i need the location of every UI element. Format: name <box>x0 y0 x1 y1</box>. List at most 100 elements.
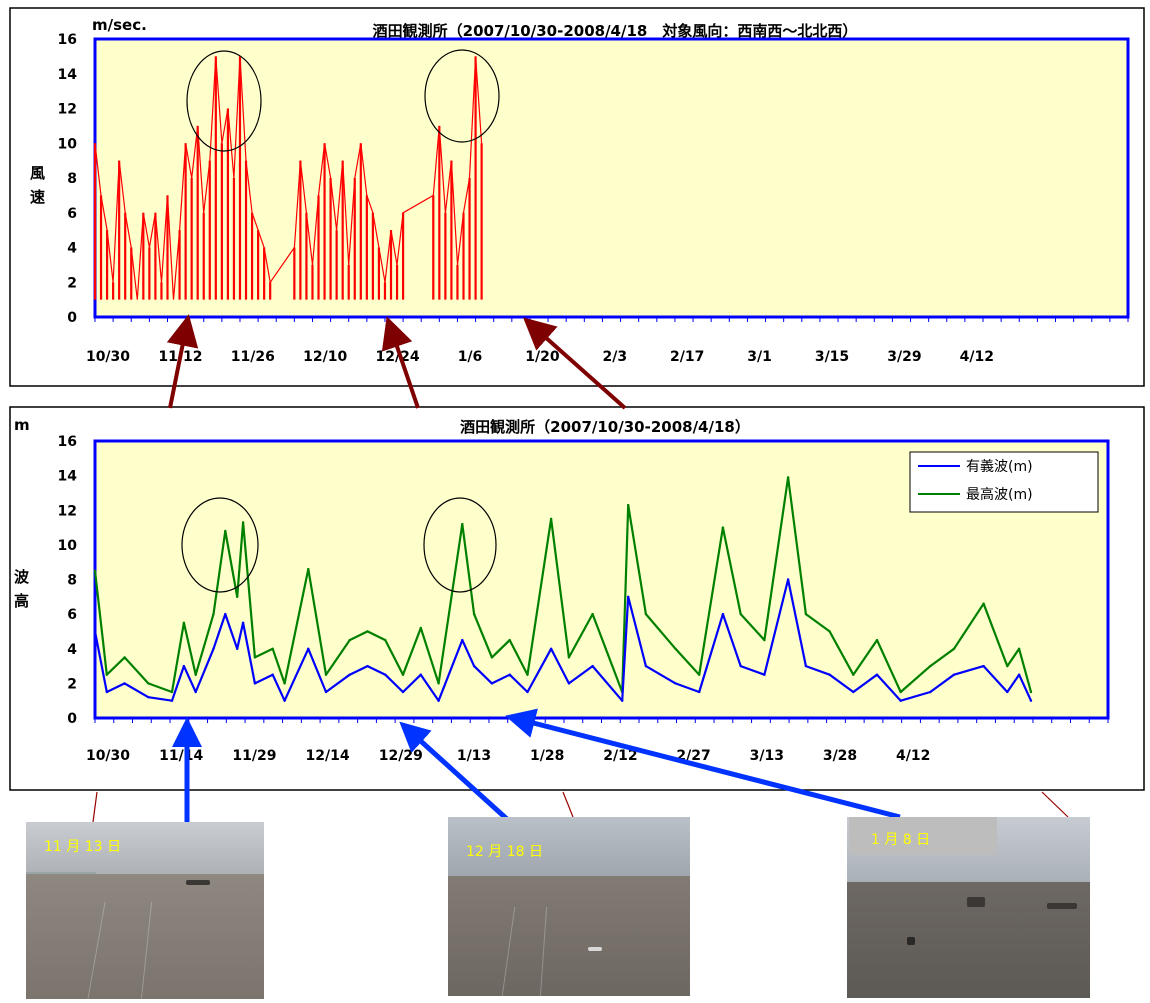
wave-x-tick-label: 12/29 <box>379 748 423 764</box>
wave-significant-line-point <box>852 690 855 694</box>
wave-x-tick-label: 11/29 <box>232 748 276 764</box>
blue-arrows <box>172 708 901 822</box>
wind-highlight-circle-november <box>186 50 262 152</box>
wave-y-tick-label: 14 <box>58 469 78 485</box>
wave-max-line-point <box>105 673 109 676</box>
wave-max-line-point <box>194 673 197 676</box>
wave-y-tick-label: 12 <box>58 503 77 519</box>
wave-y-tick-label: 2 <box>67 676 77 692</box>
wave-significant-line-point <box>804 664 808 668</box>
wave-significant-line-point <box>982 664 985 668</box>
wave-max-line-point <box>283 682 286 685</box>
wave-significant-line-point <box>698 690 701 694</box>
beach-photo-dec18: 12 月 18 日 <box>448 817 690 996</box>
wind-x-tick-label: 3/1 <box>747 349 772 365</box>
photo-debris <box>907 937 915 945</box>
wave-max-line-point <box>852 673 855 676</box>
wave-significant-line-point <box>674 682 677 685</box>
red-arrow-nov13 <box>166 314 199 409</box>
photo-caption-dec18: 12 月 18 日 <box>466 844 543 860</box>
wave-significant-line-point <box>147 696 150 699</box>
wave-max-line-point <box>348 638 351 642</box>
wave-max-line-point <box>384 638 387 642</box>
wave-max-line-point <box>1029 690 1033 694</box>
blue-arrow-jan8 <box>505 708 901 820</box>
wave-significant-line-point <box>93 630 97 633</box>
wave-y-tick-label: 10 <box>58 538 78 554</box>
wave-significant-line-point <box>526 690 529 694</box>
wind-y-tick-label: 14 <box>58 67 78 83</box>
photo-sand <box>448 876 690 996</box>
wave-max-line-point <box>739 612 742 616</box>
wave-max-line-point <box>508 638 511 642</box>
wave-significant-line <box>93 578 1033 702</box>
wind-x-tick-label: 12/24 <box>376 349 420 365</box>
wave-max-line-point <box>212 612 215 616</box>
photo-sand <box>26 874 264 999</box>
wave-significant-line-point <box>224 612 227 616</box>
wave-significant-line-point <box>194 690 197 694</box>
wave-max-line-point <box>627 503 630 507</box>
wave-max-line <box>93 476 1033 694</box>
wave-max-line-point <box>828 630 831 633</box>
connector-line-3 <box>1041 791 1069 818</box>
wave-max-line-point <box>875 638 879 642</box>
wave-x-tick-label: 1/13 <box>457 748 491 764</box>
wave-legend-label-significant: 有義波(m) <box>966 458 1033 475</box>
wave-max-line-point <box>1017 647 1021 650</box>
wind-y-tick-label: 10 <box>58 136 78 152</box>
wind-chart-title: 酒田観測所（2007/10/30-2008/4/18 対象風向：西南西～北北西） <box>373 22 858 40</box>
photo-debris <box>1047 903 1077 909</box>
wave-y-tick-label: 6 <box>67 607 77 623</box>
wind-y-tick-label: 16 <box>58 32 77 48</box>
wave-max-line-point <box>526 673 529 676</box>
wind-speed-line <box>94 56 483 300</box>
wind-speed-chart: 酒田観測所（2007/10/30-2008/4/18 対象風向：西南西～北北西）… <box>9 7 1145 387</box>
wave-legend-label-max: 最高波(m) <box>966 486 1033 503</box>
wave-chart-unit: m <box>14 416 30 434</box>
wind-x-tick-label: 2/17 <box>670 349 704 365</box>
photo-caption-jan8: 1 月 8 日 <box>871 832 931 848</box>
wind-y-tick-label: 0 <box>67 310 77 326</box>
wave-max-line-point <box>324 673 328 676</box>
wave-max-line-point <box>472 612 476 616</box>
wave-significant-line-point <box>384 673 387 676</box>
wave-significant-line-point <box>105 690 109 694</box>
beach-photo-nov13: 11 月 13 日 <box>26 822 264 999</box>
photo-caption-nov13: 11 月 13 日 <box>44 839 121 855</box>
wind-y-tick-label: 2 <box>67 275 77 291</box>
wave-significant-line-point <box>437 699 440 702</box>
wave-legend: 有義波(m) 最高波(m) <box>909 451 1099 513</box>
wave-y-tick-label: 0 <box>67 711 77 727</box>
wave-significant-line-point <box>461 638 464 642</box>
wave-max-line-point <box>123 656 126 659</box>
photo-caption-box <box>849 817 997 855</box>
photo-connector-lines <box>92 791 1069 823</box>
wave-max-line-point <box>93 569 97 572</box>
wave-significant-line-point <box>419 673 422 676</box>
wave-max-line-point <box>698 673 701 676</box>
wind-y-tick-label: 6 <box>67 206 77 222</box>
photo-debris <box>967 897 985 907</box>
wind-y-tick-label: 4 <box>67 241 77 257</box>
wave-x-tick-label: 3/13 <box>750 748 784 764</box>
wave-significant-line-point <box>324 690 328 694</box>
blue-arrow-dec18 <box>399 721 510 822</box>
wave-significant-line-point <box>472 664 476 668</box>
wind-x-tick-label: 3/15 <box>815 349 849 365</box>
wave-significant-line-point <box>123 682 126 685</box>
wave-significant-line-point <box>271 673 274 676</box>
wave-max-line-point <box>1006 664 1009 668</box>
wave-significant-line-point <box>786 578 790 581</box>
wave-x-tick-label: 4/12 <box>896 748 930 764</box>
wave-significant-line-point <box>283 699 286 702</box>
wave-highlight-circle-november <box>181 497 259 593</box>
wave-max-line-point <box>253 656 257 659</box>
wave-significant-line-point <box>929 690 932 694</box>
wave-max-line-point <box>147 682 150 685</box>
wave-max-line-point <box>763 638 766 642</box>
wave-max-line-point <box>549 517 553 521</box>
wave-significant-line-point <box>549 647 553 650</box>
wave-max-line-point <box>591 612 594 616</box>
wave-x-tick-label: 3/28 <box>823 748 857 764</box>
